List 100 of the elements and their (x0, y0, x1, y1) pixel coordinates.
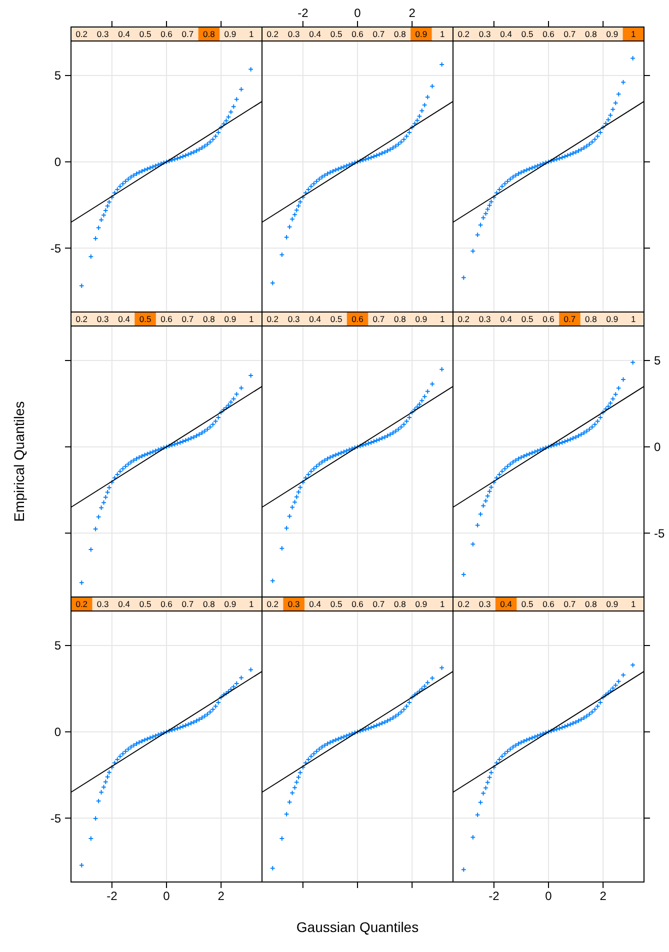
text: 0.8 (394, 28, 406, 39)
text: 0.2 (266, 314, 279, 324)
text: 0.7 (182, 314, 194, 324)
point (204, 426, 210, 432)
point (508, 746, 513, 752)
point (534, 163, 540, 168)
point (612, 682, 618, 688)
y-tick-label: -5 (50, 811, 62, 826)
text: 0.2 (458, 28, 470, 39)
point (483, 785, 488, 791)
text: 0.2 (266, 598, 279, 609)
point (144, 451, 150, 457)
y-tick-label: 5 (654, 354, 661, 368)
point (502, 466, 508, 472)
point (88, 254, 94, 260)
point (212, 704, 218, 709)
point (147, 735, 153, 741)
text: 1 (631, 314, 636, 324)
point (202, 713, 208, 719)
text: 0.3 (478, 314, 492, 324)
text: 0.9 (606, 28, 618, 39)
point (526, 736, 532, 742)
point (401, 422, 407, 428)
point (630, 360, 636, 366)
point (101, 784, 106, 790)
point (586, 712, 592, 717)
point (104, 490, 110, 495)
text: 0.4 (118, 28, 130, 39)
text: 0.6 (160, 314, 173, 324)
text: 1 (249, 28, 254, 39)
text: 0.7 (372, 598, 385, 609)
text: 0.8 (585, 314, 598, 324)
text: 0.7 (182, 598, 194, 609)
point (564, 438, 570, 444)
point (126, 461, 131, 467)
text: 0.8 (585, 598, 598, 609)
text: 0.5 (330, 28, 342, 39)
point (344, 163, 350, 168)
point (270, 578, 276, 584)
point (292, 499, 298, 505)
point (224, 118, 229, 124)
point (98, 505, 104, 510)
point (586, 142, 592, 147)
point (152, 163, 158, 168)
text: 0.5 (139, 598, 152, 609)
point (488, 199, 494, 204)
point (238, 675, 244, 680)
text: 0.8 (203, 598, 216, 609)
point (416, 114, 422, 119)
point (210, 136, 216, 142)
point (606, 117, 611, 122)
point (212, 418, 218, 424)
point (488, 484, 494, 490)
text: 0.9 (224, 28, 236, 39)
point (584, 428, 590, 434)
text: 0.4 (500, 28, 512, 39)
point (102, 494, 108, 500)
text: 0.6 (160, 598, 173, 609)
point (592, 136, 598, 142)
text: 0.3 (478, 28, 492, 39)
point (202, 143, 208, 149)
point (126, 746, 131, 752)
point (496, 186, 502, 192)
point (422, 394, 428, 400)
point (204, 142, 210, 147)
point (480, 790, 486, 796)
point (430, 84, 435, 89)
point (96, 514, 102, 520)
y-tick-label: 5 (54, 68, 62, 83)
point (401, 136, 407, 142)
point (374, 438, 380, 444)
text: 0.4 (118, 598, 130, 609)
point (292, 784, 298, 790)
point (286, 514, 292, 519)
x-tick-label: -2 (106, 889, 118, 903)
point (592, 706, 598, 712)
point (322, 742, 328, 748)
point (338, 450, 344, 456)
point (336, 736, 342, 742)
point (284, 234, 290, 240)
point (480, 215, 486, 220)
point (294, 780, 300, 785)
point (526, 166, 532, 172)
point (196, 716, 202, 722)
point (396, 712, 402, 717)
point (182, 152, 188, 158)
point (513, 742, 518, 748)
text: 0.3 (96, 314, 110, 324)
point (286, 799, 292, 805)
point (147, 450, 153, 456)
point (496, 756, 502, 762)
point (290, 790, 295, 796)
text: 0.5 (139, 314, 152, 324)
text: 0.9 (224, 314, 236, 324)
point (424, 94, 430, 100)
point (298, 484, 303, 490)
text: 0.4 (500, 314, 512, 324)
point (104, 774, 110, 780)
point (120, 751, 126, 756)
point (102, 779, 108, 785)
